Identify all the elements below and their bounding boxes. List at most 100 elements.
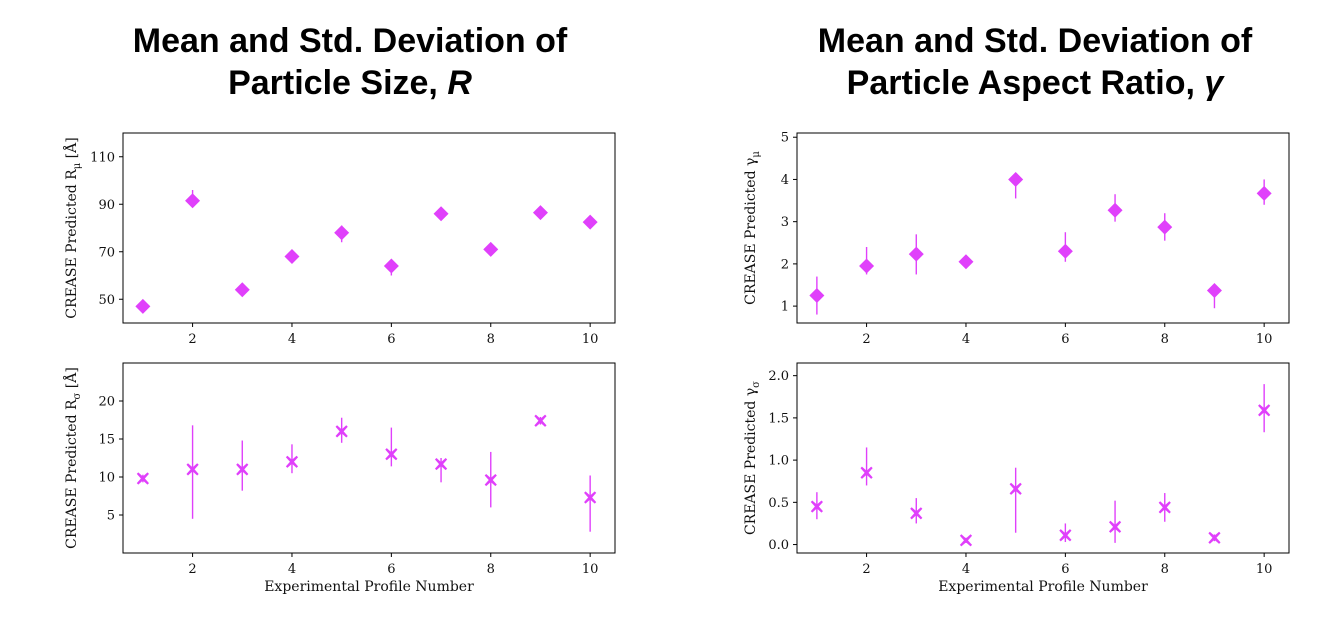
y-axis-label-subscript: σ bbox=[751, 381, 762, 388]
data-point bbox=[534, 414, 547, 427]
data-point bbox=[1256, 185, 1272, 201]
x-tick-label: 2 bbox=[188, 562, 196, 577]
x-tick-label: 6 bbox=[1061, 562, 1069, 577]
data-point bbox=[136, 472, 149, 485]
data-point bbox=[1158, 501, 1171, 514]
y-tick-label: 1.0 bbox=[768, 454, 789, 469]
x-tick-label: 4 bbox=[288, 562, 296, 577]
data-point bbox=[859, 258, 875, 274]
x-tick-label: 8 bbox=[487, 562, 495, 577]
data-point bbox=[908, 246, 924, 262]
x-tick-label: 6 bbox=[1061, 332, 1069, 347]
y-tick-label: 90 bbox=[98, 198, 115, 213]
y-tick-label: 2.0 bbox=[768, 369, 789, 384]
y-tick-label: 4 bbox=[781, 173, 789, 188]
data-point bbox=[236, 463, 249, 476]
data-point bbox=[1008, 171, 1024, 187]
left-title-symbol: R bbox=[447, 64, 472, 102]
y-axis-label-subscript: μ bbox=[751, 151, 762, 158]
data-point bbox=[1057, 243, 1073, 259]
y-tick-label: 5 bbox=[107, 509, 115, 524]
y-tick-label: 10 bbox=[98, 471, 115, 486]
plot-frame bbox=[796, 132, 1290, 324]
data-point bbox=[582, 214, 598, 230]
chart-r-mu: 2 4 6 8 10 50 70 90 110 CREASE Predicted Rμ [Å] bbox=[62, 132, 616, 347]
plot-frame bbox=[122, 132, 616, 324]
x-axis-label: Experimental Profile Number bbox=[938, 579, 1148, 595]
data-point bbox=[186, 463, 199, 476]
data-point bbox=[860, 466, 873, 479]
data-point bbox=[335, 425, 348, 438]
data-point bbox=[1157, 219, 1173, 235]
right-title-line2: Particle Aspect Ratio, γ bbox=[745, 62, 1325, 104]
data-point bbox=[809, 288, 825, 304]
x-tick-label: 10 bbox=[582, 562, 599, 577]
data-point bbox=[1059, 529, 1072, 542]
data-point bbox=[185, 193, 201, 209]
data-point bbox=[385, 448, 398, 461]
right-figure-title: Mean and Std. Deviation of Particle Aspe… bbox=[745, 20, 1325, 104]
y-axis-label-subscript: μ bbox=[72, 162, 83, 169]
y-axis-label-main: CREASE Predicted R bbox=[64, 399, 80, 549]
x-tick-label: 8 bbox=[1161, 332, 1169, 347]
y-axis-label: CREASE Predicted Rμ [Å] bbox=[62, 137, 83, 318]
left-title-line2-text: Particle Size, bbox=[228, 64, 448, 102]
right-title-symbol: γ bbox=[1204, 64, 1224, 102]
y-tick-label: 0.5 bbox=[768, 496, 789, 511]
y-tick-label: 2 bbox=[781, 257, 789, 272]
data-point bbox=[1107, 202, 1123, 218]
plot-frame bbox=[122, 362, 616, 554]
x-tick-label: 10 bbox=[1256, 332, 1273, 347]
data-point bbox=[285, 455, 299, 468]
y-tick-label: 70 bbox=[98, 245, 115, 260]
chart-r-sigma: 2 4 6 8 10 5 10 15 20 CREASE Predicted Rσ [Å] Expe… bbox=[62, 362, 616, 595]
y-axis-label-unit: [Å] bbox=[62, 137, 80, 162]
x-tick-label: 6 bbox=[387, 562, 395, 577]
y-axis-label: CREASE Predicted γσ bbox=[743, 381, 762, 535]
y-axis-label: CREASE Predicted Rσ [Å] bbox=[62, 367, 83, 549]
data-point bbox=[910, 507, 923, 520]
y-tick-label: 110 bbox=[90, 150, 115, 165]
left-title-line2: Particle Size, R bbox=[60, 62, 640, 104]
y-axis-label-main: CREASE Predicted γ bbox=[743, 388, 759, 535]
x-tick-label: 8 bbox=[1161, 562, 1169, 577]
data-point bbox=[135, 298, 151, 314]
x-tick-label: 4 bbox=[962, 562, 970, 577]
data-point bbox=[434, 457, 448, 471]
plot-frame bbox=[796, 362, 1290, 554]
data-point bbox=[1009, 482, 1022, 495]
x-tick-label: 2 bbox=[862, 562, 870, 577]
data-point bbox=[584, 491, 597, 504]
data-point bbox=[484, 473, 497, 487]
x-axis-label: Experimental Profile Number bbox=[264, 579, 474, 595]
y-tick-label: 0.0 bbox=[768, 538, 789, 553]
x-tick-label: 8 bbox=[487, 332, 495, 347]
x-tick-label: 6 bbox=[387, 332, 395, 347]
y-tick-label: 20 bbox=[98, 395, 115, 410]
y-axis-label-subscript: σ bbox=[72, 392, 83, 399]
right-title-line1: Mean and Std. Deviation of bbox=[817, 22, 1253, 60]
data-point bbox=[1108, 520, 1122, 533]
y-tick-label: 5 bbox=[781, 131, 789, 146]
y-axis-label: CREASE Predicted γμ bbox=[743, 151, 762, 305]
x-tick-label: 2 bbox=[862, 332, 870, 347]
data-point bbox=[959, 534, 973, 547]
data-point bbox=[958, 254, 974, 270]
data-point bbox=[483, 241, 499, 257]
y-tick-label: 15 bbox=[98, 433, 115, 448]
y-axis-label-main: CREASE Predicted R bbox=[64, 169, 80, 319]
data-point bbox=[1258, 404, 1271, 417]
y-tick-label: 50 bbox=[98, 293, 115, 308]
data-point bbox=[334, 225, 350, 241]
y-tick-label: 3 bbox=[781, 215, 789, 230]
data-point bbox=[383, 258, 399, 274]
x-tick-label: 2 bbox=[188, 332, 196, 347]
data-point bbox=[1208, 531, 1221, 544]
y-tick-label: 1.5 bbox=[768, 411, 789, 426]
data-point bbox=[284, 249, 300, 264]
left-title-line1: Mean and Std. Deviation of bbox=[132, 22, 568, 60]
data-point bbox=[532, 205, 548, 221]
data-point bbox=[810, 500, 823, 513]
